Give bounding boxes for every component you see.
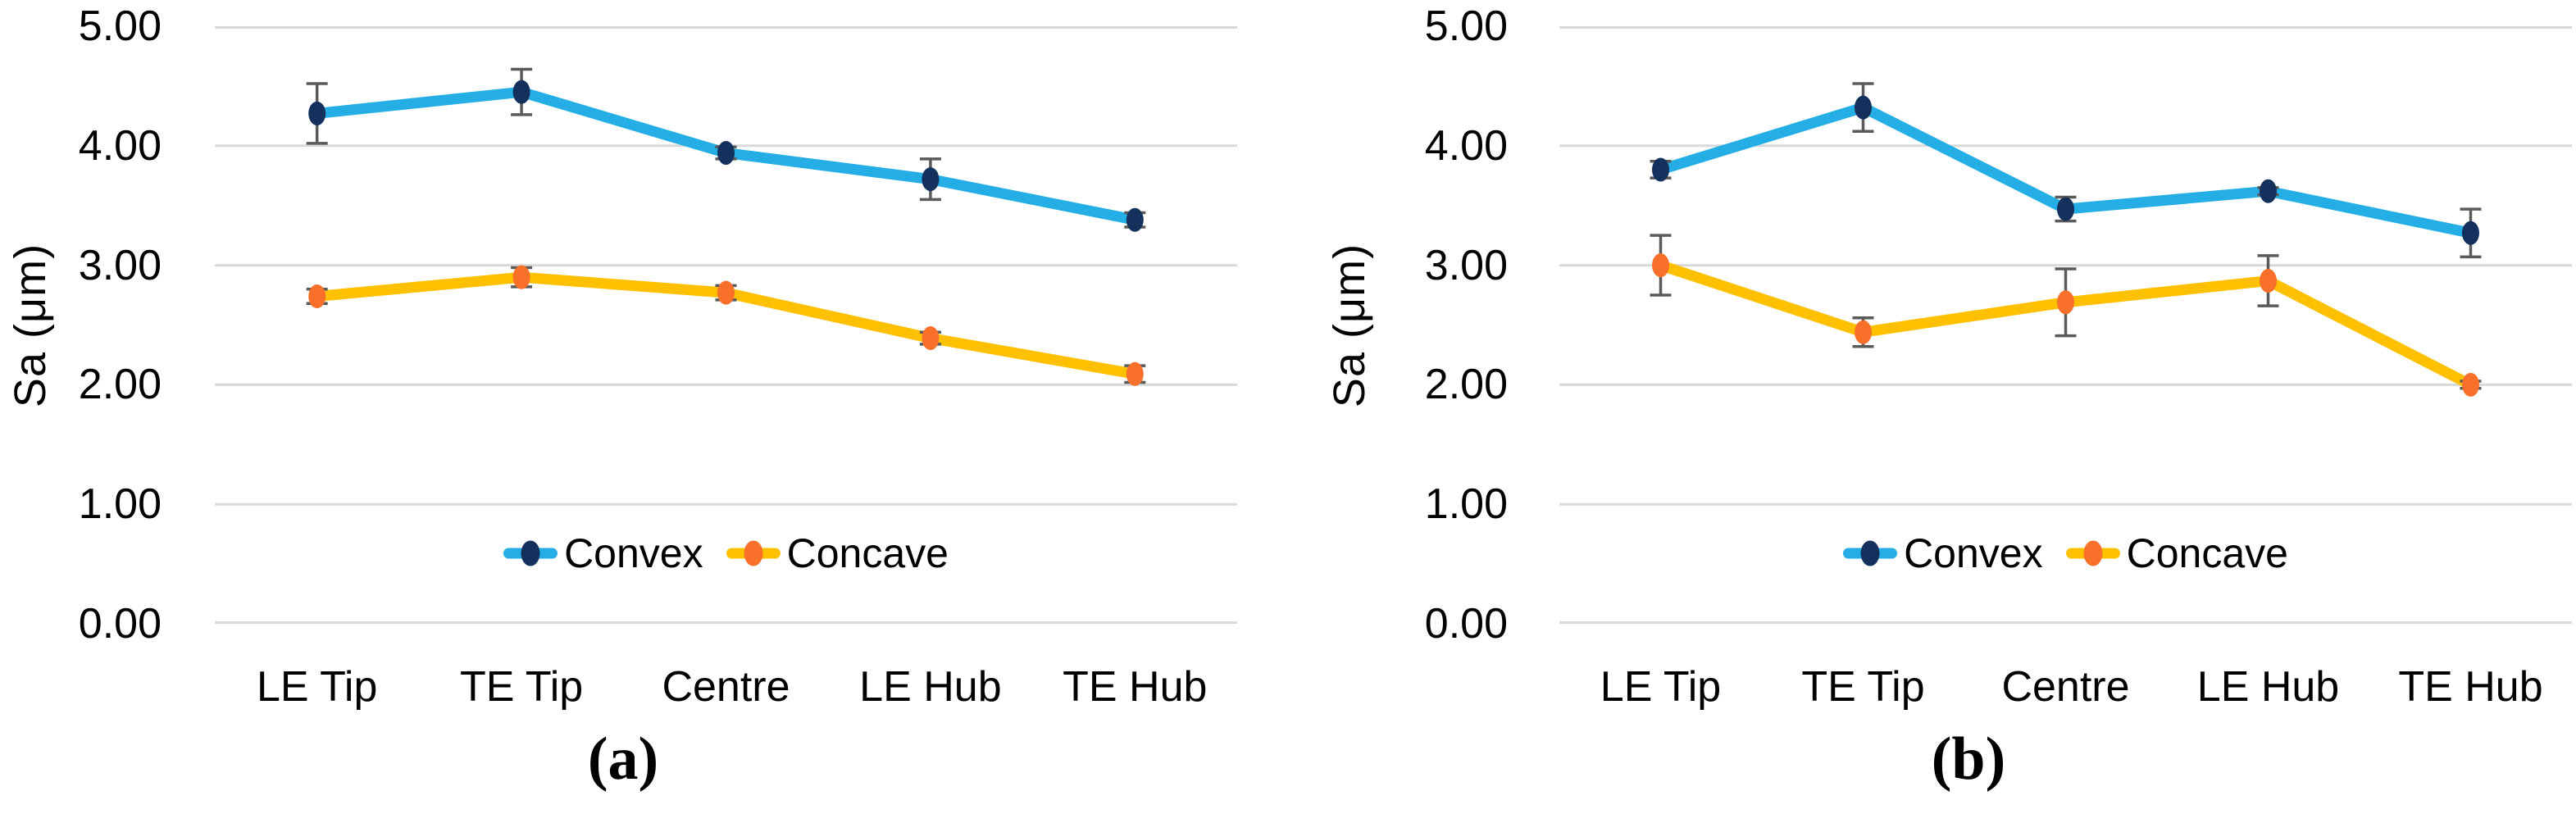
x-category-label: TE Tip	[1801, 663, 1925, 711]
y-tick-label: 1.00	[78, 480, 162, 529]
legend-marker-convex-icon	[1843, 539, 1898, 567]
convex-marker	[2462, 221, 2479, 245]
series-concave	[306, 265, 1146, 386]
y-tick-label: 2.00	[78, 361, 162, 409]
convex-marker	[1652, 157, 1669, 182]
legend-label-concave: Concave	[786, 530, 949, 576]
series-convex	[1650, 82, 2482, 259]
y-tick-label: 4.00	[78, 121, 162, 170]
x-category-label: TE Hub	[1063, 663, 1208, 711]
convex-marker	[512, 80, 530, 104]
x-category-label: LE Tip	[1600, 663, 1722, 711]
legend-item-concave: Concave	[2065, 530, 2288, 576]
y-tick-label: 0.00	[78, 600, 162, 648]
plot-area	[215, 26, 1237, 624]
convex-marker	[717, 141, 735, 166]
legend-item-concave: Concave	[726, 533, 949, 574]
concave-marker	[2462, 372, 2479, 397]
legend-label-concave: Concave	[2126, 530, 2288, 576]
convex-marker	[1855, 95, 1872, 120]
y-tick-labels: 5.00 4.00 3.00 2.00 1.00 0.00	[0, 5, 162, 645]
concave-marker	[1126, 361, 1144, 386]
chart-svg	[215, 26, 1237, 624]
x-category-labels: LE Tip TE Tip Centre LE Hub TE Hub	[1559, 662, 2572, 715]
legend-dot-concave	[2083, 540, 2103, 566]
x-category-label: TE Tip	[459, 663, 584, 711]
legend-marker-convex-icon	[503, 539, 558, 567]
legend-label-convex: Convex	[1904, 530, 2043, 576]
legend-label-convex: Convex	[564, 530, 703, 576]
y-tick-labels: 5.00 4.00 3.00 2.00 1.00 0.00	[1288, 5, 1508, 645]
x-category-label: LE Hub	[859, 663, 1002, 711]
x-category-labels: LE Tip TE Tip Centre LE Hub TE Hub	[215, 662, 1237, 715]
panel-caption: (a)	[587, 725, 659, 793]
concave-marker	[922, 326, 940, 351]
concave-marker	[717, 280, 735, 305]
plot-area	[1559, 26, 2572, 624]
chart-panel-b: Sa (μm) 5.00 4.00 3.00 2.00 1.00 0.00 Convex C…	[1288, 0, 2576, 823]
y-tick-label: 5.00	[78, 2, 162, 50]
concave-marker	[512, 265, 530, 289]
x-category-label: TE Hub	[2398, 663, 2543, 711]
legend-marker-concave-icon	[726, 539, 781, 567]
convex-marker	[2260, 179, 2277, 203]
convex-marker	[2057, 197, 2074, 221]
convex-marker	[922, 167, 940, 192]
x-category-label: Centre	[662, 663, 790, 711]
y-tick-label: 3.00	[1424, 241, 1508, 289]
convex-marker	[1126, 207, 1144, 232]
concave-marker	[1855, 320, 1872, 344]
chart-panel-a: Sa (μm) 5.00 4.00 3.00 2.00 1.00 0.00 Convex C…	[0, 5, 1237, 793]
legend-dot-convex	[1860, 540, 1880, 566]
legend-marker-concave-icon	[2065, 539, 2120, 567]
y-tick-label: 0.00	[1424, 600, 1508, 648]
x-category-label: LE Hub	[2196, 663, 2340, 711]
series-convex	[306, 67, 1146, 232]
series-concave	[1650, 234, 2482, 397]
y-tick-label: 1.00	[1424, 480, 1508, 529]
concave-marker	[1652, 253, 1669, 278]
legend-dot-concave	[744, 540, 763, 566]
convex-marker	[308, 101, 326, 125]
x-category-label: LE Tip	[256, 663, 378, 711]
legend-item-convex: Convex	[503, 533, 703, 574]
concave-marker	[2260, 269, 2277, 293]
legend: Convex Concave	[215, 533, 1237, 574]
y-tick-label: 2.00	[1424, 361, 1508, 409]
legend-dot-convex	[521, 540, 540, 566]
gridlines	[1559, 26, 2572, 624]
concave-marker	[308, 284, 326, 309]
y-tick-label: 3.00	[78, 241, 162, 289]
y-tick-label: 4.00	[1424, 121, 1508, 170]
concave-marker	[2057, 290, 2074, 315]
legend: Convex Concave	[1559, 533, 2572, 574]
legend-item-convex: Convex	[1843, 533, 2043, 574]
chart-svg	[1559, 26, 2572, 624]
panel-caption: (b)	[1931, 725, 2006, 793]
x-category-label: Centre	[2001, 663, 2130, 711]
y-tick-label: 5.00	[1424, 2, 1508, 50]
